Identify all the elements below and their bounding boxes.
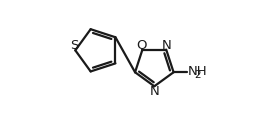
Text: NH: NH	[188, 65, 208, 79]
Text: 2: 2	[194, 70, 200, 80]
Text: N: N	[162, 39, 172, 52]
Text: S: S	[70, 39, 79, 52]
Text: O: O	[137, 39, 147, 52]
Text: N: N	[149, 85, 159, 98]
